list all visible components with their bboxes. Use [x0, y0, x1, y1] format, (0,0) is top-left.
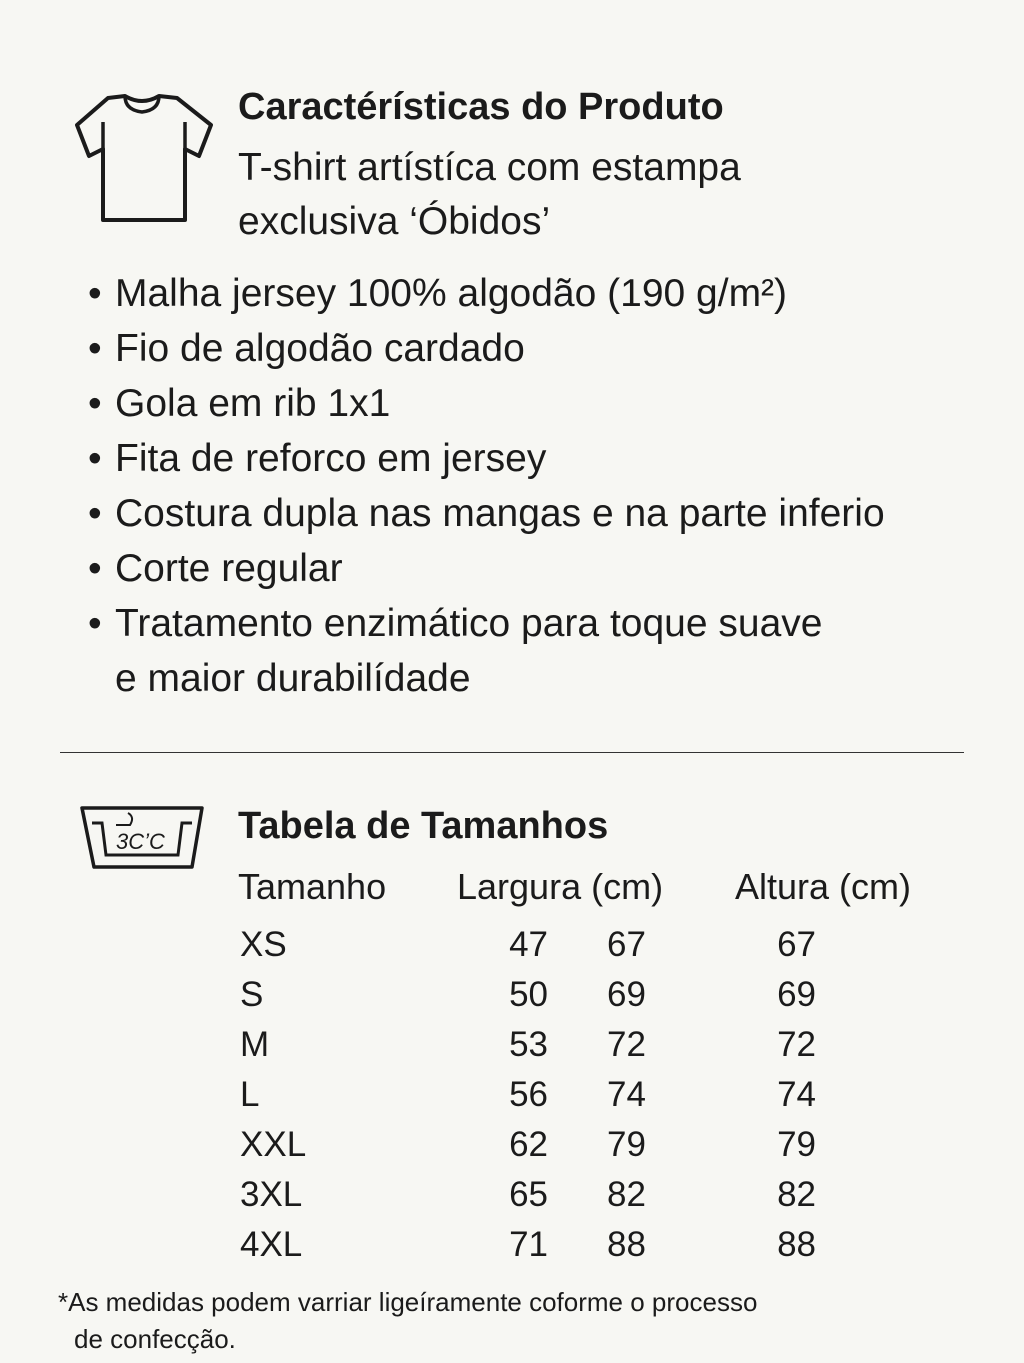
bullet: • — [88, 272, 102, 315]
feature-continuation: e maior durabilídade — [115, 657, 471, 700]
cell-height: 74 — [777, 1075, 816, 1114]
product-title: Caractérísticas do Produto — [238, 86, 724, 128]
feature-item: • Tratamento enzimático para toque suave — [88, 602, 822, 646]
cell-height: 69 — [777, 975, 816, 1014]
cell-width-alt: 79 — [607, 1125, 646, 1164]
feature-item: • Fita de reforco em jersey — [88, 437, 546, 481]
cell-width-alt: 67 — [607, 925, 646, 964]
cell-size: L — [240, 1075, 260, 1114]
feature-text: Costura dupla nas mangas e na parte infe… — [115, 492, 885, 535]
bullet: • — [88, 492, 102, 535]
cell-width: 47 — [509, 925, 548, 964]
feature-item: • Gola em rib 1x1 — [88, 382, 390, 426]
bullet: • — [88, 547, 102, 590]
cell-width: 65 — [509, 1175, 548, 1214]
cell-size: M — [240, 1025, 270, 1064]
wash-temperature-label: 3C’C — [116, 829, 165, 854]
bullet: • — [88, 327, 102, 370]
feature-text: Fita de reforco em jersey — [115, 437, 547, 480]
feature-text: Gola em rib 1x1 — [115, 382, 391, 425]
cell-width-alt: 72 — [607, 1025, 646, 1064]
cell-width: 50 — [509, 975, 548, 1014]
feature-text: Corte regular — [115, 547, 343, 590]
cell-width-alt: 74 — [607, 1075, 646, 1114]
cell-height: 67 — [777, 925, 816, 964]
cell-height: 72 — [777, 1025, 816, 1064]
feature-item: • Costura dupla nas mangas e na parte inf… — [88, 492, 885, 536]
wash-30c-icon: 3C’C — [80, 806, 204, 869]
feature-text: Tratamento enzimático para toque suave — [115, 602, 823, 645]
feature-text: Fio de algodão cardado — [115, 327, 525, 370]
tshirt-icon — [75, 94, 213, 222]
feature-item: • Fio de algodão cardado — [88, 327, 525, 371]
feature-item: • Malha jersey 100% algodão (190 g/m²) — [88, 272, 787, 316]
cell-width-alt: 69 — [607, 975, 646, 1014]
product-subtitle-line-1: T-shirt artístíca com estampa — [238, 146, 741, 189]
cell-width-alt: 82 — [607, 1175, 646, 1214]
cell-width: 53 — [509, 1025, 548, 1064]
header-size: Tamanho — [238, 866, 387, 907]
size-table-title: Tabela de Tamanhos — [238, 805, 609, 847]
bullet: • — [88, 382, 102, 425]
cell-size: XXL — [240, 1125, 307, 1164]
bullet: • — [88, 602, 102, 645]
cell-width: 56 — [509, 1075, 548, 1114]
bullet: • — [88, 437, 102, 480]
header-height: Altura (cm) — [735, 866, 912, 907]
feature-text: Malha jersey 100% algodão (190 g/m²) — [115, 272, 788, 315]
cell-width: 71 — [509, 1225, 548, 1264]
divider — [60, 752, 964, 753]
cell-height: 88 — [777, 1225, 816, 1264]
cell-size: XS — [240, 925, 287, 964]
cell-size: S — [240, 975, 264, 1014]
cell-width: 62 — [509, 1125, 548, 1164]
cell-size: 4XL — [240, 1225, 303, 1264]
cell-size: 3XL — [240, 1175, 303, 1214]
feature-item: • Corte regular — [88, 547, 343, 591]
header-width: Largura (cm) — [457, 866, 664, 907]
footnote-line-2: de confecção. — [74, 1324, 236, 1354]
cell-height: 82 — [777, 1175, 816, 1214]
product-subtitle-line-2: exclusiva ‘Óbidos’ — [238, 200, 551, 243]
cell-height: 79 — [777, 1125, 816, 1164]
footnote-line-1: *As medidas podem varriar ligeíramente c… — [58, 1287, 758, 1317]
cell-width-alt: 88 — [607, 1225, 646, 1264]
